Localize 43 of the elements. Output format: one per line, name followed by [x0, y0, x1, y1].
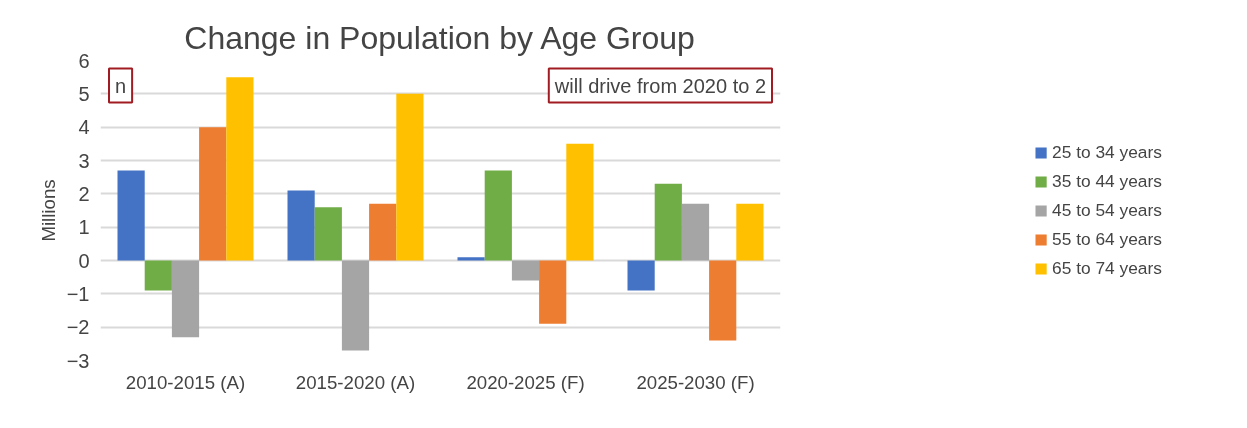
- bar: [199, 127, 227, 261]
- bar: [314, 207, 342, 261]
- bar: [369, 203, 397, 261]
- x-tick-label: 2020-2025 (F): [466, 371, 585, 393]
- annotation: n: [115, 74, 127, 97]
- bar: [654, 183, 682, 261]
- y-tick-label: −1: [66, 282, 90, 305]
- legend-label: 25 to 34 years: [1052, 141, 1162, 163]
- bar: [511, 260, 540, 281]
- y-tick-label: 5: [78, 82, 90, 105]
- y-tick-label: 3: [78, 149, 90, 172]
- bar: [226, 77, 254, 261]
- legend-label: 35 to 44 years: [1052, 170, 1162, 192]
- y-tick-label: 4: [78, 116, 90, 139]
- y-tick-label: 6: [78, 49, 90, 72]
- annotation: will drive from 2020 to 2: [553, 74, 766, 97]
- y-tick-label: 1: [78, 216, 90, 239]
- bar: [736, 203, 764, 261]
- bar: [287, 190, 315, 261]
- legend-label: 55 to 64 years: [1052, 228, 1162, 250]
- x-tick-label: 2015-2020 (A): [295, 371, 416, 393]
- legend-label: 65 to 74 years: [1052, 257, 1162, 279]
- bar: [457, 257, 485, 261]
- bar: [566, 143, 594, 261]
- bar: [117, 170, 145, 261]
- bar: [681, 203, 710, 261]
- bar: [539, 260, 567, 324]
- y-tick-label: 2: [78, 182, 90, 205]
- x-tick-label: 2010-2015 (A): [125, 371, 246, 393]
- bar: [171, 260, 200, 338]
- bar: [341, 260, 370, 351]
- y-tick-label: −3: [66, 349, 90, 372]
- y-axis-title: Millions: [37, 179, 59, 242]
- bar: [627, 260, 655, 291]
- bar: [396, 93, 424, 261]
- y-tick-label: 0: [78, 249, 90, 272]
- legend-label: 45 to 54 years: [1052, 199, 1162, 221]
- bar: [484, 170, 512, 261]
- chart-title: Change in Population by Age Group: [184, 19, 695, 56]
- bar: [709, 260, 737, 341]
- bar: [144, 260, 172, 291]
- x-tick-label: 2025-2030 (F): [636, 371, 755, 393]
- y-tick-label: −2: [66, 316, 90, 339]
